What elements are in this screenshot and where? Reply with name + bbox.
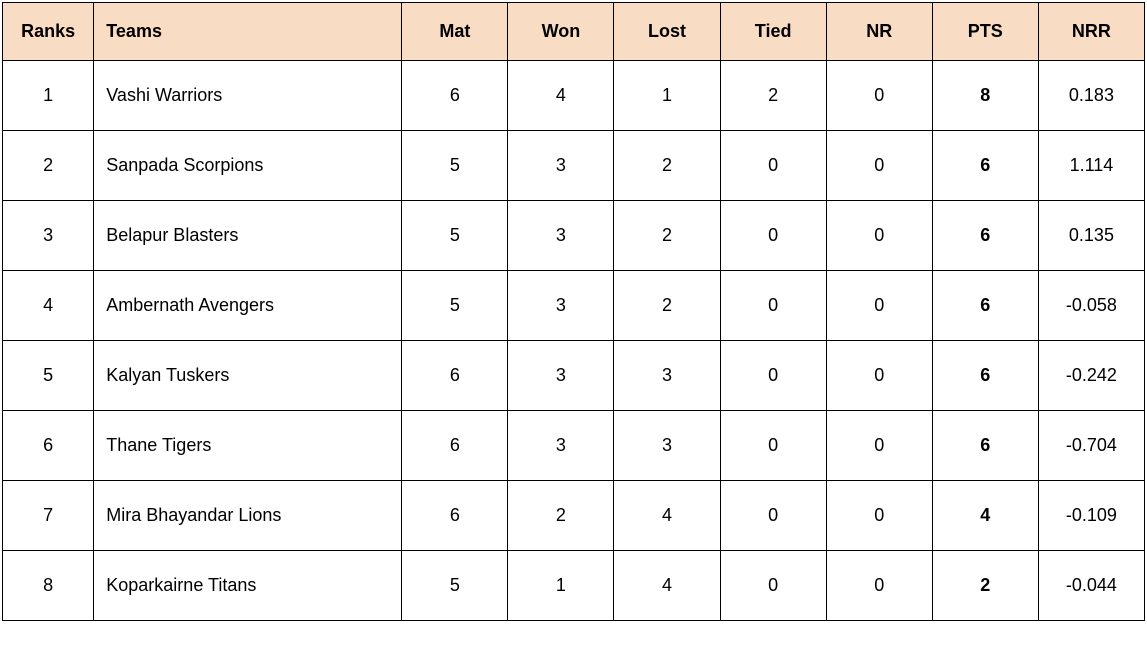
cell-lost: 3: [614, 411, 720, 481]
header-tied: Tied: [720, 3, 826, 61]
cell-team: Belapur Blasters: [94, 201, 402, 271]
cell-rank: 1: [3, 61, 94, 131]
cell-won: 3: [508, 341, 614, 411]
cell-nrr: -0.044: [1038, 551, 1144, 621]
cell-nrr: -0.058: [1038, 271, 1144, 341]
cell-won: 3: [508, 411, 614, 481]
cell-tied: 0: [720, 271, 826, 341]
cell-team: Thane Tigers: [94, 411, 402, 481]
cell-nrr: -0.242: [1038, 341, 1144, 411]
cell-team: Mira Bhayandar Lions: [94, 481, 402, 551]
cell-mat: 5: [402, 131, 508, 201]
cell-nrr: 0.183: [1038, 61, 1144, 131]
cell-rank: 2: [3, 131, 94, 201]
table-row: 5 Kalyan Tuskers 6 3 3 0 0 6 -0.242: [3, 341, 1145, 411]
header-nr: NR: [826, 3, 932, 61]
cell-mat: 6: [402, 61, 508, 131]
cell-won: 3: [508, 271, 614, 341]
cell-team: Ambernath Avengers: [94, 271, 402, 341]
cell-lost: 1: [614, 61, 720, 131]
header-ranks: Ranks: [3, 3, 94, 61]
cell-lost: 2: [614, 271, 720, 341]
cell-nrr: 1.114: [1038, 131, 1144, 201]
table-row: 4 Ambernath Avengers 5 3 2 0 0 6 -0.058: [3, 271, 1145, 341]
cell-nr: 0: [826, 131, 932, 201]
table-row: 3 Belapur Blasters 5 3 2 0 0 6 0.135: [3, 201, 1145, 271]
header-pts: PTS: [932, 3, 1038, 61]
cell-mat: 5: [402, 201, 508, 271]
cell-won: 4: [508, 61, 614, 131]
cell-pts: 8: [932, 61, 1038, 131]
cell-nr: 0: [826, 341, 932, 411]
cell-tied: 0: [720, 551, 826, 621]
cell-pts: 6: [932, 341, 1038, 411]
header-mat: Mat: [402, 3, 508, 61]
cell-team: Vashi Warriors: [94, 61, 402, 131]
cell-won: 2: [508, 481, 614, 551]
cell-mat: 6: [402, 341, 508, 411]
cell-lost: 4: [614, 551, 720, 621]
standings-table: Ranks Teams Mat Won Lost Tied NR PTS NRR…: [2, 2, 1145, 621]
cell-lost: 3: [614, 341, 720, 411]
table-row: 1 Vashi Warriors 6 4 1 2 0 8 0.183: [3, 61, 1145, 131]
cell-mat: 6: [402, 411, 508, 481]
cell-nr: 0: [826, 201, 932, 271]
cell-tied: 0: [720, 411, 826, 481]
cell-rank: 4: [3, 271, 94, 341]
cell-team: Sanpada Scorpions: [94, 131, 402, 201]
header-lost: Lost: [614, 3, 720, 61]
cell-mat: 6: [402, 481, 508, 551]
cell-tied: 0: [720, 341, 826, 411]
cell-rank: 7: [3, 481, 94, 551]
table-row: 2 Sanpada Scorpions 5 3 2 0 0 6 1.114: [3, 131, 1145, 201]
cell-pts: 6: [932, 201, 1038, 271]
table-row: 6 Thane Tigers 6 3 3 0 0 6 -0.704: [3, 411, 1145, 481]
header-won: Won: [508, 3, 614, 61]
table-header: Ranks Teams Mat Won Lost Tied NR PTS NRR: [3, 3, 1145, 61]
cell-nr: 0: [826, 61, 932, 131]
cell-rank: 8: [3, 551, 94, 621]
cell-rank: 3: [3, 201, 94, 271]
header-teams: Teams: [94, 3, 402, 61]
cell-tied: 0: [720, 131, 826, 201]
cell-nr: 0: [826, 481, 932, 551]
cell-nr: 0: [826, 411, 932, 481]
cell-pts: 4: [932, 481, 1038, 551]
cell-won: 1: [508, 551, 614, 621]
cell-nrr: -0.109: [1038, 481, 1144, 551]
cell-lost: 4: [614, 481, 720, 551]
cell-nrr: 0.135: [1038, 201, 1144, 271]
cell-mat: 5: [402, 271, 508, 341]
cell-lost: 2: [614, 201, 720, 271]
cell-tied: 0: [720, 481, 826, 551]
cell-nr: 0: [826, 271, 932, 341]
cell-rank: 6: [3, 411, 94, 481]
cell-nrr: -0.704: [1038, 411, 1144, 481]
cell-mat: 5: [402, 551, 508, 621]
header-nrr: NRR: [1038, 3, 1144, 61]
cell-pts: 2: [932, 551, 1038, 621]
cell-team: Kalyan Tuskers: [94, 341, 402, 411]
cell-rank: 5: [3, 341, 94, 411]
table-body: 1 Vashi Warriors 6 4 1 2 0 8 0.183 2 San…: [3, 61, 1145, 621]
cell-team: Koparkairne Titans: [94, 551, 402, 621]
cell-tied: 2: [720, 61, 826, 131]
cell-won: 3: [508, 131, 614, 201]
cell-pts: 6: [932, 411, 1038, 481]
table-row: 8 Koparkairne Titans 5 1 4 0 0 2 -0.044: [3, 551, 1145, 621]
cell-tied: 0: [720, 201, 826, 271]
cell-pts: 6: [932, 131, 1038, 201]
cell-won: 3: [508, 201, 614, 271]
table-row: 7 Mira Bhayandar Lions 6 2 4 0 0 4 -0.10…: [3, 481, 1145, 551]
header-row: Ranks Teams Mat Won Lost Tied NR PTS NRR: [3, 3, 1145, 61]
cell-lost: 2: [614, 131, 720, 201]
cell-pts: 6: [932, 271, 1038, 341]
cell-nr: 0: [826, 551, 932, 621]
